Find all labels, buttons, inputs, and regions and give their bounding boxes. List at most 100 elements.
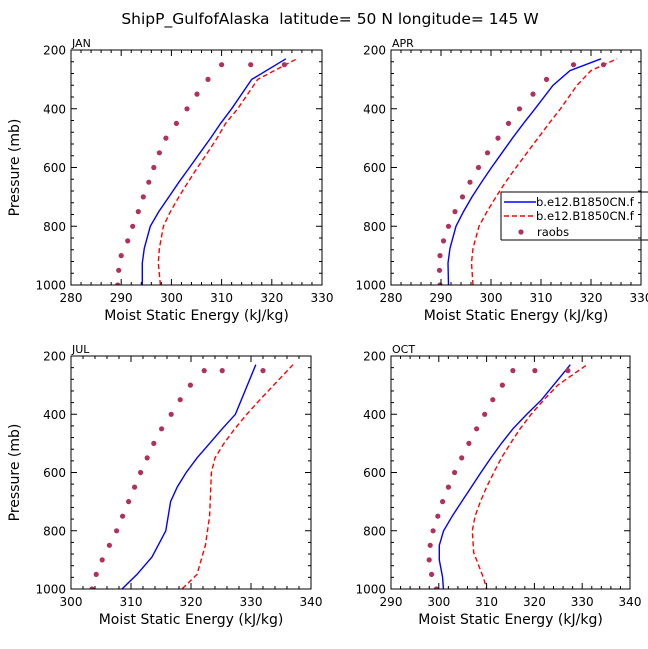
raobs-point — [99, 557, 105, 563]
raobs-point — [543, 76, 550, 82]
y-tick-label: 800 — [363, 524, 386, 538]
raobs-point — [125, 238, 131, 244]
raobs-point — [510, 368, 516, 374]
y-tick-label: 600 — [363, 466, 386, 480]
y-tick-label: 400 — [363, 408, 386, 422]
raobs-point — [516, 106, 523, 112]
x-axis-label: Moist Static Energy (kJ/kg) — [418, 612, 603, 628]
raobs-point — [436, 267, 443, 273]
x-tick-label: 280 — [380, 291, 403, 305]
raobs-point — [490, 397, 496, 403]
x-tick-label: 310 — [210, 291, 233, 305]
raobs-point — [452, 209, 458, 215]
raobs-point — [130, 223, 136, 229]
raobs-point — [426, 557, 432, 563]
raobs-point — [201, 368, 207, 374]
y-tick-label: 800 — [43, 220, 66, 234]
raobs-point — [459, 194, 466, 200]
raobs-point — [89, 586, 95, 589]
raobs-point — [459, 455, 465, 461]
model2-line — [471, 364, 588, 589]
y-tick-label: 200 — [43, 350, 66, 364]
raobs-point — [530, 91, 536, 97]
raobs-point — [495, 135, 501, 141]
legend-label: b.e12.B1850CN.f — [536, 195, 635, 209]
raobs-point — [430, 528, 436, 534]
raobs-point — [440, 238, 447, 244]
x-tick-label: 280 — [60, 291, 83, 305]
legend-item: b.e12.B1850CN.f — [504, 195, 635, 209]
x-tick-label: 320 — [523, 595, 546, 609]
y-tick-label: 1000 — [355, 583, 386, 597]
legend-item: raobs — [518, 225, 569, 239]
y-tick-label: 400 — [43, 408, 66, 422]
raobs-point — [116, 267, 122, 273]
x-tick-label: 330 — [311, 291, 334, 305]
y-axis-label: Pressure (mb) — [7, 119, 23, 217]
raobs-point — [118, 253, 124, 259]
y-axis-label: Pressure (mb) — [7, 424, 23, 522]
raobs-point — [484, 150, 491, 156]
plot-frame — [70, 49, 323, 286]
raobs-point — [437, 253, 443, 259]
x-tick-label: 340 — [300, 595, 323, 609]
panel-title: APR — [392, 37, 414, 50]
y-tick-label: 1000 — [35, 279, 66, 293]
y-tick-label: 1000 — [355, 279, 386, 293]
raobs-point — [600, 62, 607, 68]
raobs-point — [482, 411, 488, 417]
raobs-point — [120, 513, 126, 519]
raobs-point — [219, 368, 225, 374]
x-tick-label: 310 — [120, 595, 143, 609]
raobs-point — [93, 571, 99, 578]
raobs-point — [260, 368, 266, 374]
raobs-point — [445, 484, 451, 490]
model1-line — [141, 58, 287, 285]
x-tick-label: 340 — [619, 595, 642, 609]
raobs-point — [135, 209, 141, 215]
x-tick-label: 320 — [260, 291, 283, 305]
raobs-point — [173, 120, 179, 126]
raobs-point — [467, 179, 473, 185]
y-tick-label: 400 — [363, 102, 386, 116]
model1-line — [438, 364, 571, 589]
y-tick-label: 600 — [43, 161, 66, 175]
x-tick-label: 300 — [160, 291, 183, 305]
x-tick-label: 290 — [110, 291, 133, 305]
raobs-point — [115, 282, 121, 285]
model1-line — [120, 364, 257, 589]
panel-jul: 300 310 320 330 340 200 400 600 800 1000 JUL Moist … — [7, 343, 322, 628]
model2-line — [181, 364, 294, 589]
raobs-point — [144, 455, 150, 461]
plot-frame — [390, 355, 631, 590]
panel-title: JAN — [71, 37, 91, 50]
raobs-point — [159, 426, 165, 432]
raobs-point — [505, 120, 512, 126]
raobs-point — [499, 382, 505, 388]
raobs-point — [151, 164, 157, 171]
model1-line — [447, 58, 602, 285]
figure-title: ShipP_GulfofAlaska latitude= 50 N longit… — [121, 10, 538, 29]
x-tick-label: 310 — [530, 291, 553, 305]
x-tick-label: 320 — [580, 291, 603, 305]
raobs-point — [168, 411, 174, 417]
x-tick-label: 290 — [380, 595, 403, 609]
plot-area — [89, 364, 294, 589]
plot-area — [436, 58, 618, 285]
x-tick-label: 330 — [571, 595, 594, 609]
raobs-point — [184, 106, 190, 112]
panels: 280 290 300 310 320 330 200 400 600 800 1000 JAN Moi… — [7, 37, 648, 628]
raobs-point — [475, 164, 482, 171]
raobs-point — [466, 440, 472, 446]
legend-marker — [518, 229, 524, 235]
model2-line — [470, 58, 618, 285]
raobs-point — [445, 223, 452, 229]
x-axis-label: Moist Static Energy (kJ/kg) — [424, 308, 609, 324]
raobs-point — [194, 91, 200, 97]
raobs-point — [146, 179, 152, 185]
raobs-point — [138, 469, 144, 476]
y-tick-label: 400 — [43, 102, 66, 116]
x-axis-label: Moist Static Energy (kJ/kg) — [99, 612, 284, 628]
x-tick-label: 300 — [60, 595, 83, 609]
